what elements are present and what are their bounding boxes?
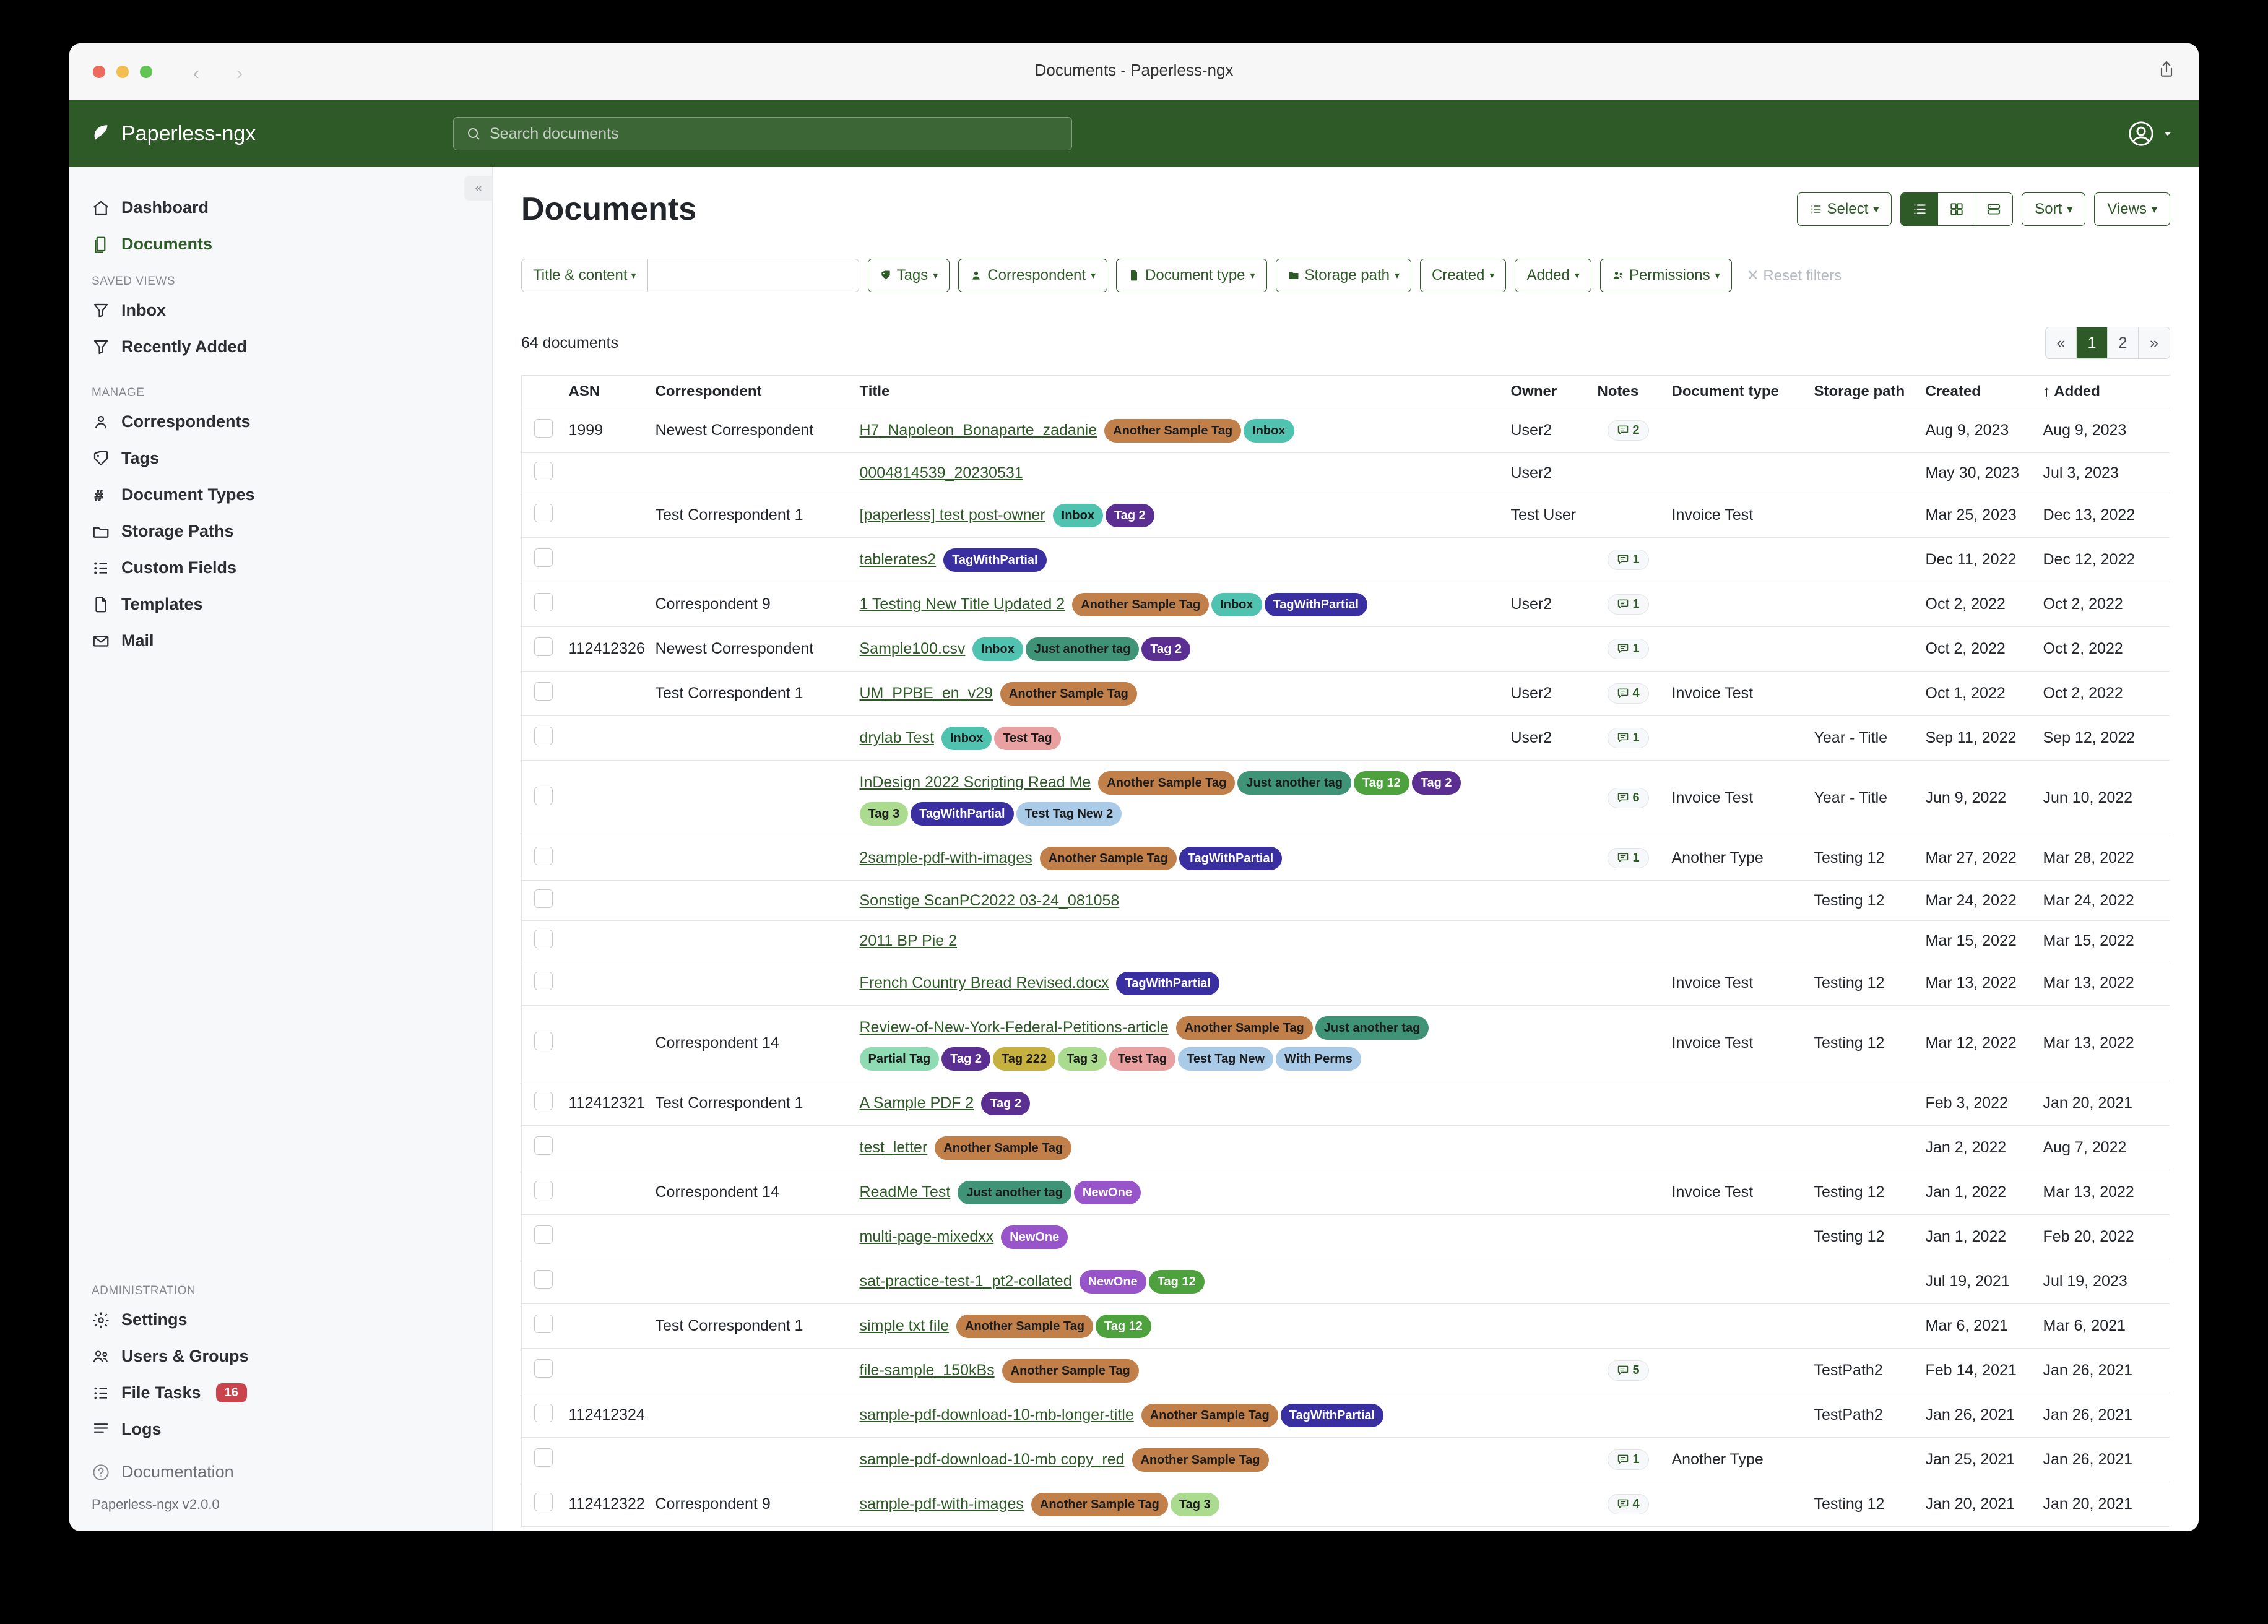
svg-text:#: # xyxy=(95,487,103,504)
